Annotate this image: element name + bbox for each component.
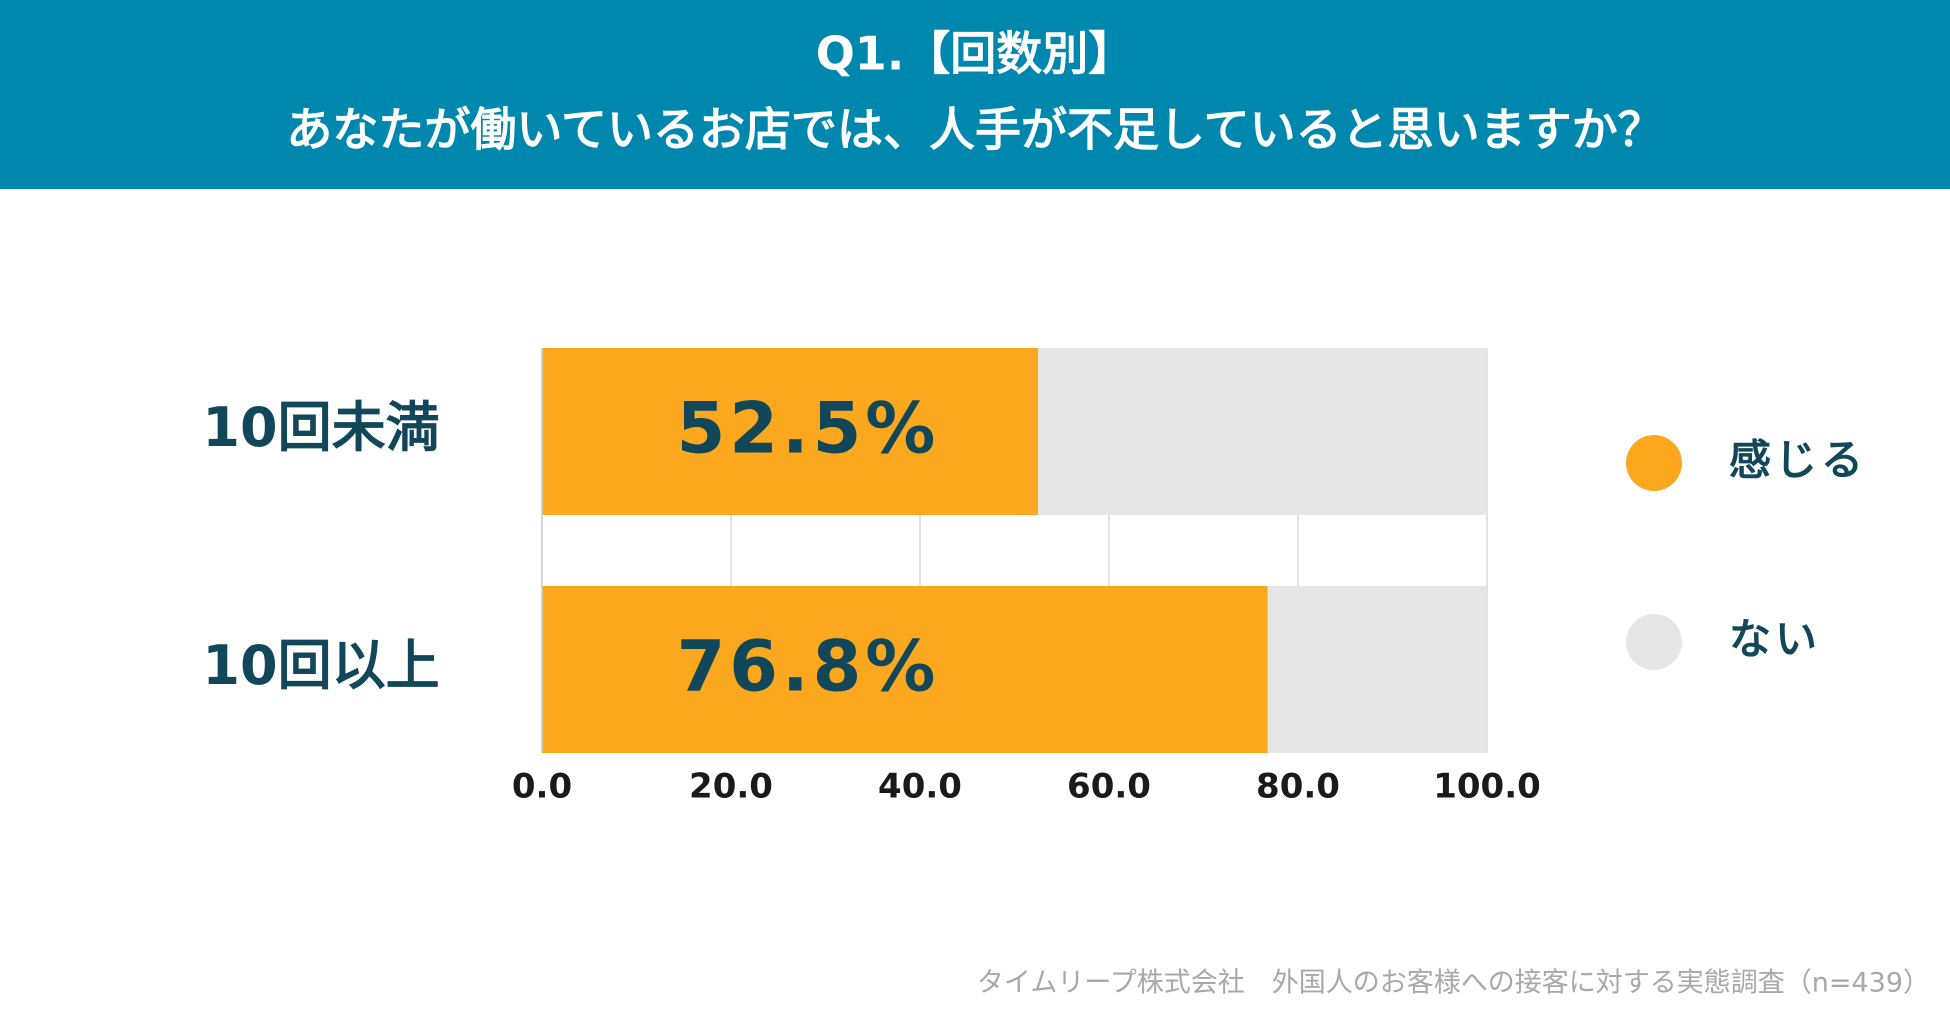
x-tick-label: 100.0 (1433, 767, 1541, 807)
x-tick-label: 40.0 (878, 767, 962, 807)
legend-label: 感じる (1729, 436, 1867, 485)
legend-marker (1626, 614, 1682, 670)
x-tick-label: 80.0 (1256, 767, 1340, 807)
bar-segment (1267, 586, 1487, 753)
chart-subtitle: あなたが働いているお店では、人手が不足していると思いますか？ (286, 103, 1663, 157)
x-tick-label: 60.0 (1067, 767, 1151, 807)
source-note: タイムリープ株式会社 外国人のお客様への接客に対する実態調査（n=439） (977, 968, 1930, 999)
data-label: 52.5% (677, 388, 940, 470)
bar-segment (542, 586, 1268, 753)
x-tick-label: 20.0 (689, 767, 773, 807)
legend-marker (1626, 435, 1682, 491)
y-tick-label: 10回以上 (202, 634, 439, 697)
bar-segment (542, 348, 1039, 515)
y-tick-label: 10回未満 (202, 396, 439, 459)
data-label: 76.8% (677, 626, 940, 708)
x-tick-label: 0.0 (512, 767, 572, 807)
chart-title: Q1.【回数別】 (816, 27, 1135, 81)
bar-segment (1038, 348, 1487, 515)
legend-label: ない (1729, 615, 1821, 664)
header-band (0, 0, 1950, 189)
